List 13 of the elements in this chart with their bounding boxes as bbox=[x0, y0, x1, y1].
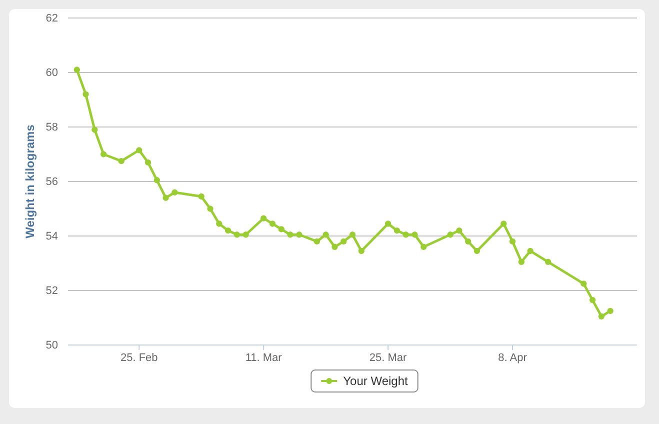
y-tick-label: 58 bbox=[46, 122, 58, 134]
y-tick-label: 60 bbox=[46, 67, 58, 80]
x-tick-label: 25. Mar bbox=[369, 352, 408, 364]
legend-label: Your Weight bbox=[343, 374, 409, 388]
x-tick-label: 8. Apr bbox=[498, 352, 528, 364]
y-tick-label: 56 bbox=[46, 176, 58, 188]
y-axis-title: Weight in kilograms bbox=[23, 124, 37, 238]
y-tick-label: 54 bbox=[46, 230, 58, 243]
y-tick-label: 62 bbox=[46, 12, 58, 25]
y-tick-label: 50 bbox=[46, 340, 58, 352]
x-tick-label: 11. Mar bbox=[245, 352, 282, 364]
y-tick-label: 52 bbox=[46, 285, 58, 298]
x-tick-label: 25. Feb bbox=[120, 352, 158, 364]
